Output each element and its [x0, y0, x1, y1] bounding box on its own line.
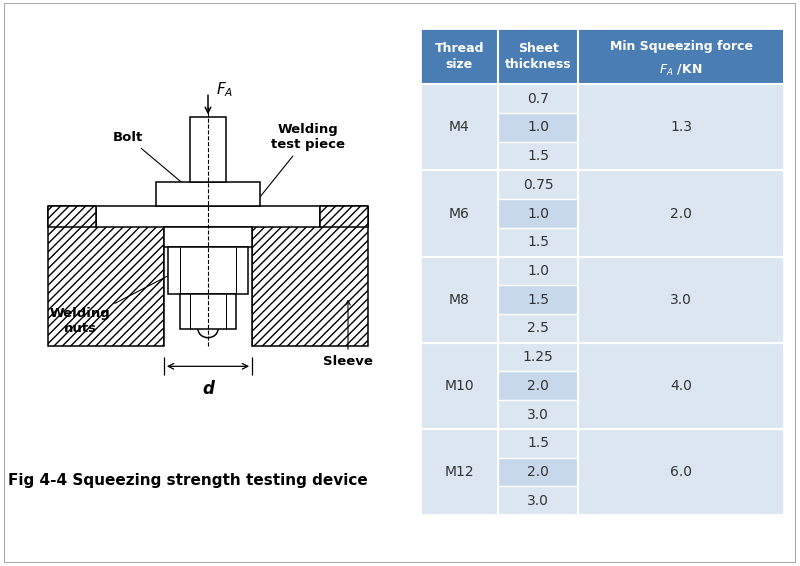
Bar — [498, 458, 578, 486]
Bar — [498, 285, 578, 314]
Text: 0.75: 0.75 — [523, 178, 554, 192]
Bar — [164, 227, 252, 247]
Text: 1.0: 1.0 — [527, 121, 550, 134]
Text: $F_A$ /KN: $F_A$ /KN — [659, 63, 703, 78]
Text: 0.7: 0.7 — [527, 92, 550, 106]
Text: d: d — [202, 380, 214, 398]
Text: M8: M8 — [449, 293, 470, 307]
Text: Sleeve: Sleeve — [323, 301, 373, 368]
Bar — [48, 207, 164, 346]
Text: 2.5: 2.5 — [527, 321, 550, 336]
Bar — [498, 84, 578, 113]
Bar — [420, 429, 498, 515]
Bar — [420, 84, 498, 170]
Bar — [420, 170, 498, 256]
Text: 1.5: 1.5 — [527, 149, 550, 163]
Text: 1.5: 1.5 — [527, 436, 550, 451]
Bar — [578, 170, 784, 256]
Text: 3.0: 3.0 — [527, 408, 550, 422]
Text: M10: M10 — [444, 379, 474, 393]
Bar — [498, 256, 578, 285]
Bar — [578, 429, 784, 515]
Bar — [498, 170, 578, 199]
Text: 1.5: 1.5 — [527, 235, 550, 249]
Text: 2.0: 2.0 — [527, 465, 550, 479]
Text: M6: M6 — [449, 207, 470, 221]
Text: 6.0: 6.0 — [670, 465, 692, 479]
Text: 3.0: 3.0 — [527, 494, 550, 508]
Text: M4: M4 — [449, 121, 470, 134]
Text: $F_A$: $F_A$ — [216, 80, 234, 99]
Bar — [190, 117, 226, 182]
Bar — [578, 84, 784, 170]
Text: Min Squeezing force: Min Squeezing force — [610, 40, 753, 53]
Text: Welding
test piece: Welding test piece — [246, 123, 345, 214]
Text: 3.0: 3.0 — [670, 293, 692, 307]
Text: Sheet
thickness: Sheet thickness — [505, 42, 572, 71]
Bar — [578, 28, 784, 84]
Bar — [96, 206, 320, 227]
Text: 2.0: 2.0 — [527, 379, 550, 393]
Bar — [498, 142, 578, 170]
Bar — [420, 343, 498, 429]
Text: 1.3: 1.3 — [670, 121, 692, 134]
Bar — [420, 256, 498, 343]
Bar — [498, 228, 578, 256]
Bar — [156, 182, 260, 206]
Bar — [498, 314, 578, 343]
Bar — [498, 429, 578, 458]
Text: 1.0: 1.0 — [527, 207, 550, 221]
Bar — [498, 371, 578, 400]
Bar — [164, 207, 252, 346]
Text: 1.0: 1.0 — [527, 264, 550, 278]
Bar — [498, 199, 578, 228]
Bar — [48, 206, 96, 227]
Text: Welding
nuts: Welding nuts — [50, 273, 173, 336]
Text: 2.0: 2.0 — [670, 207, 692, 221]
Bar — [498, 28, 578, 84]
Bar — [498, 113, 578, 142]
Bar — [578, 256, 784, 343]
Bar — [180, 294, 236, 329]
Bar — [498, 400, 578, 429]
Text: Fig 4-4 Squeezing strength testing device: Fig 4-4 Squeezing strength testing devic… — [8, 473, 368, 488]
Bar — [252, 207, 368, 346]
Text: M12: M12 — [444, 465, 474, 479]
Text: Thread
size: Thread size — [434, 42, 484, 71]
Bar — [498, 486, 578, 515]
Text: 4.0: 4.0 — [670, 379, 692, 393]
Text: 1.25: 1.25 — [523, 350, 554, 364]
Text: Bolt: Bolt — [113, 131, 193, 192]
Bar — [498, 343, 578, 371]
Bar — [578, 343, 784, 429]
Bar — [420, 28, 498, 84]
Bar — [168, 247, 248, 294]
Text: 1.5: 1.5 — [527, 293, 550, 307]
Bar — [320, 206, 368, 227]
